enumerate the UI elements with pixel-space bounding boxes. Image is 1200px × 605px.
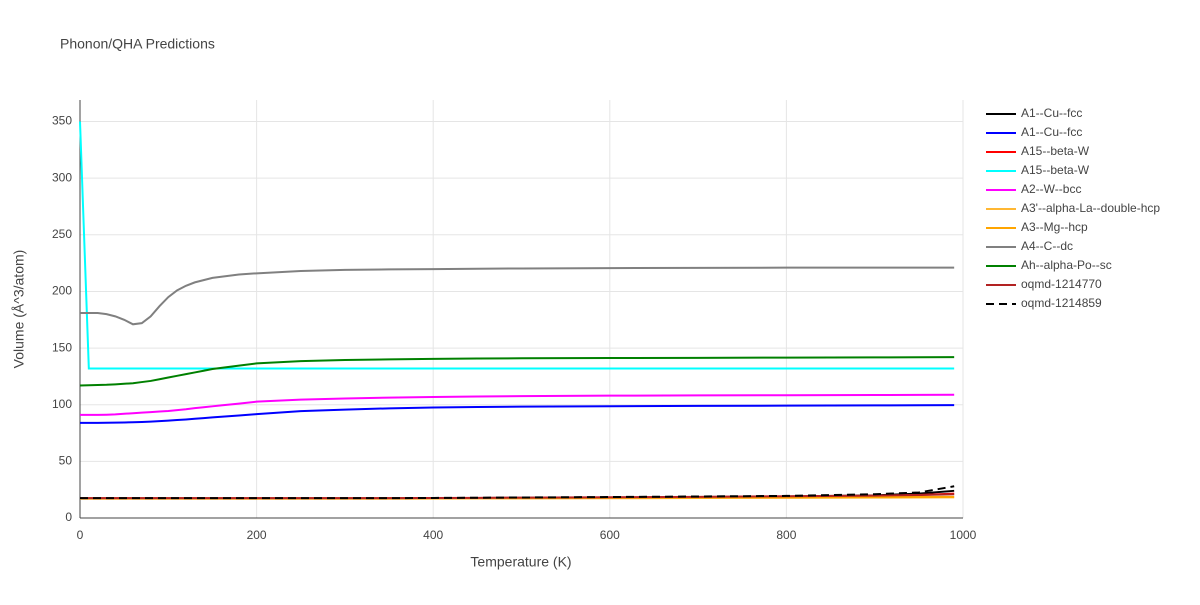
x-tick-label: 400 [423,528,443,542]
legend-label: Ah--alpha-Po--sc [1021,258,1112,272]
line-series [79,121,955,370]
x-axis-title: Temperature (K) [470,554,571,570]
y-tick-label: 250 [52,227,72,241]
chart-title: Phonon/QHA Predictions [60,36,215,52]
legend-label: A3'--alpha-La--double-hcp [1021,201,1160,215]
legend-label: A15--beta-W [1021,163,1090,177]
y-axis-title: Volume (Å^3/atom) [11,250,27,369]
legend-label: A2--W--bcc [1021,182,1081,196]
y-tick-label: 200 [52,284,72,298]
legend-label: oqmd-1214859 [1021,296,1102,310]
line-series [79,356,955,387]
legend-label: A15--beta-W [1021,144,1090,158]
legend-label: A3--Mg--hcp [1021,220,1088,234]
x-tick-label: 800 [776,528,796,542]
legend-label: A1--Cu--fcc [1021,106,1082,120]
x-tick-label: 200 [247,528,267,542]
y-tick-label: 150 [52,340,72,354]
y-tick-label: 50 [59,454,73,468]
line-series [80,485,955,500]
y-tick-label: 0 [65,510,72,524]
legend-label: A4--C--dc [1021,239,1073,253]
x-tick-label: 600 [600,528,620,542]
line-series [80,393,955,416]
y-tick-label: 100 [52,397,72,411]
x-tick-label: 1000 [950,528,977,542]
legend-label: A1--Cu--fcc [1021,125,1082,139]
line-series [80,404,955,424]
y-tick-label: 350 [52,114,72,128]
x-tick-label: 0 [77,528,84,542]
legend-label: oqmd-1214770 [1021,277,1102,291]
y-tick-label: 300 [52,170,72,184]
line-series [80,266,955,326]
